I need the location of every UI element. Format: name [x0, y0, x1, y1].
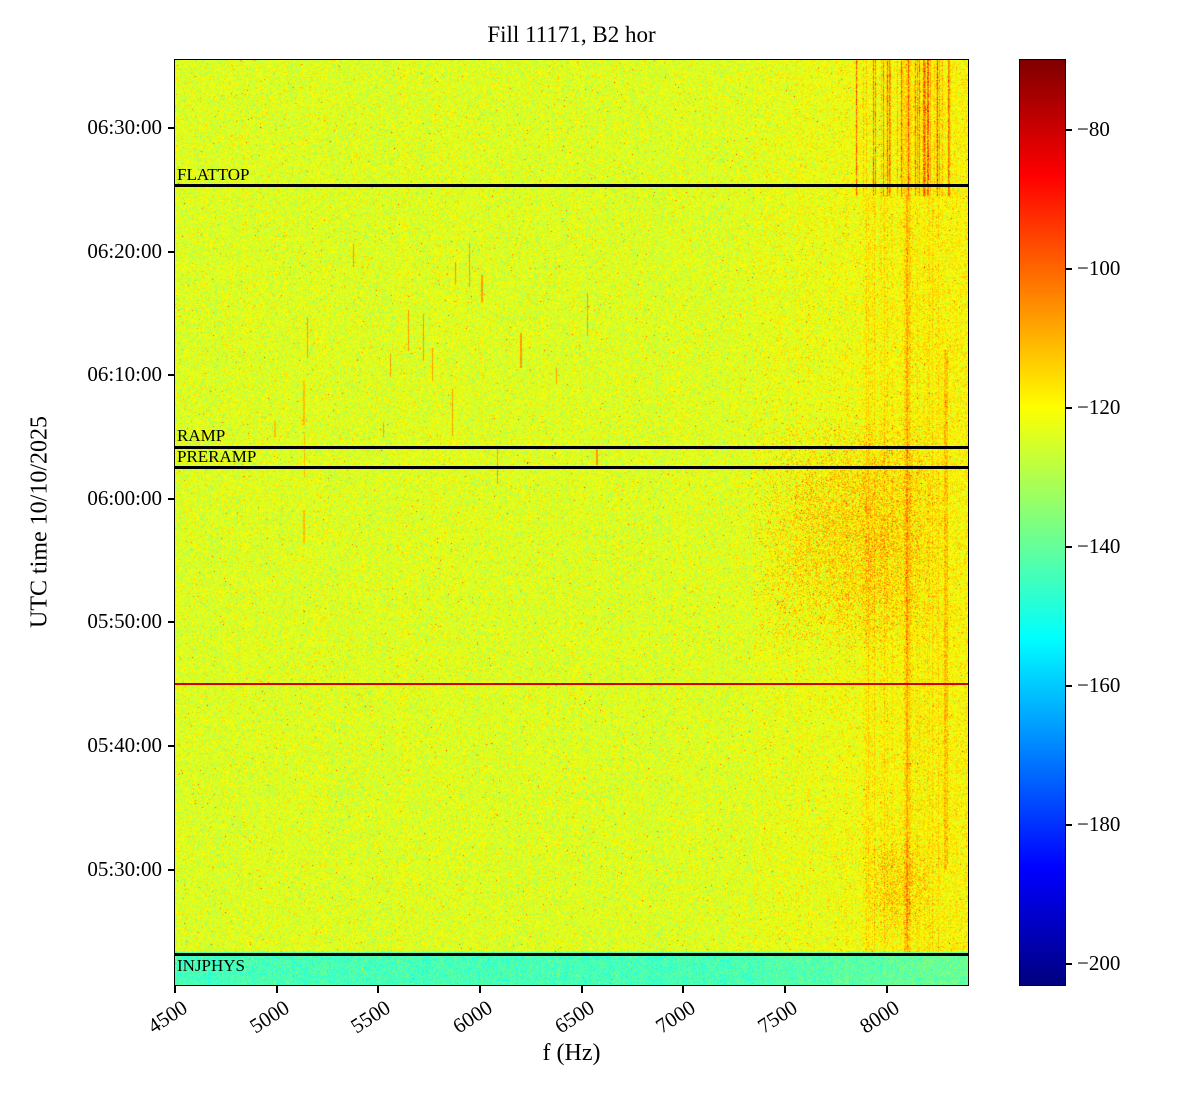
- spectrogram-canvas: [174, 59, 969, 986]
- colorbar-tick-mark: [1065, 963, 1072, 966]
- y-tick-label: 05:40:00: [87, 733, 162, 758]
- colorbar-tick-label: −80: [1077, 116, 1110, 141]
- y-tick-label: 05:30:00: [87, 856, 162, 881]
- colorbar-tick-mark: [1065, 128, 1072, 131]
- y-tick-mark: [168, 374, 175, 377]
- x-tick-label: 5500: [346, 995, 395, 1039]
- y-tick-label: 06:20:00: [87, 238, 162, 263]
- colorbar-tick-mark: [1065, 406, 1072, 409]
- colorbar-tick-label: −140: [1077, 533, 1121, 558]
- colorbar-tick-mark: [1065, 545, 1072, 548]
- x-tick-mark: [275, 986, 278, 993]
- colorbar-tick-mark: [1065, 824, 1072, 827]
- y-tick-mark: [168, 126, 175, 129]
- colorbar-canvas: [1019, 59, 1066, 986]
- x-tick-label: 7500: [753, 995, 802, 1039]
- annotation-line-injphys: [175, 952, 968, 956]
- annotation-label-flattop: FLATTOP: [177, 164, 250, 184]
- annotation-label-ramp: RAMP: [177, 426, 226, 446]
- y-tick-label: 06:00:00: [87, 485, 162, 510]
- x-tick-mark: [174, 986, 176, 993]
- x-tick-label: 6000: [448, 995, 497, 1039]
- y-axis-label: UTC time 10/10/2025: [26, 416, 53, 628]
- x-tick-label: 7000: [651, 995, 700, 1039]
- colorbar-tick-label: −200: [1077, 951, 1121, 976]
- y-tick-mark: [168, 868, 175, 871]
- x-tick-label: 8000: [854, 995, 904, 1039]
- x-tick-mark: [682, 986, 685, 993]
- y-tick-mark: [168, 497, 175, 500]
- x-tick-mark: [885, 986, 888, 993]
- colorbar-tick-label: −100: [1077, 255, 1121, 280]
- annotation-label-injphys: INJPHYS: [177, 956, 246, 976]
- annotation-line-flattop: [175, 184, 968, 188]
- x-tick-label: 5000: [244, 995, 294, 1039]
- y-tick-label: 06:10:00: [87, 362, 162, 387]
- x-tick-mark: [377, 986, 380, 993]
- y-tick-label: 05:50:00: [87, 609, 162, 634]
- annotation-label-preramp: PRERAMP: [177, 446, 257, 466]
- x-tick-label: 6500: [549, 995, 599, 1039]
- x-tick-mark: [784, 986, 786, 993]
- annotation-line-red: [175, 683, 968, 686]
- x-tick-label: 4500: [143, 995, 192, 1039]
- annotation-line-preramp: [175, 466, 968, 470]
- y-tick-mark: [168, 621, 175, 624]
- chart-title: Fill 11171, B2 hor: [487, 22, 656, 47]
- x-tick-mark: [479, 986, 481, 993]
- x-tick-mark: [580, 986, 583, 993]
- y-tick-mark: [168, 250, 175, 253]
- colorbar-tick-label: −180: [1077, 812, 1121, 837]
- x-axis-label: f (Hz): [542, 1040, 601, 1066]
- y-tick-mark: [168, 745, 175, 748]
- colorbar-tick-mark: [1065, 267, 1072, 270]
- colorbar-tick-mark: [1065, 684, 1072, 687]
- colorbar-tick-label: −120: [1077, 394, 1121, 419]
- annotation-line-ramp: [175, 445, 968, 449]
- y-tick-label: 06:30:00: [87, 114, 162, 139]
- colorbar-tick-label: −160: [1077, 672, 1121, 697]
